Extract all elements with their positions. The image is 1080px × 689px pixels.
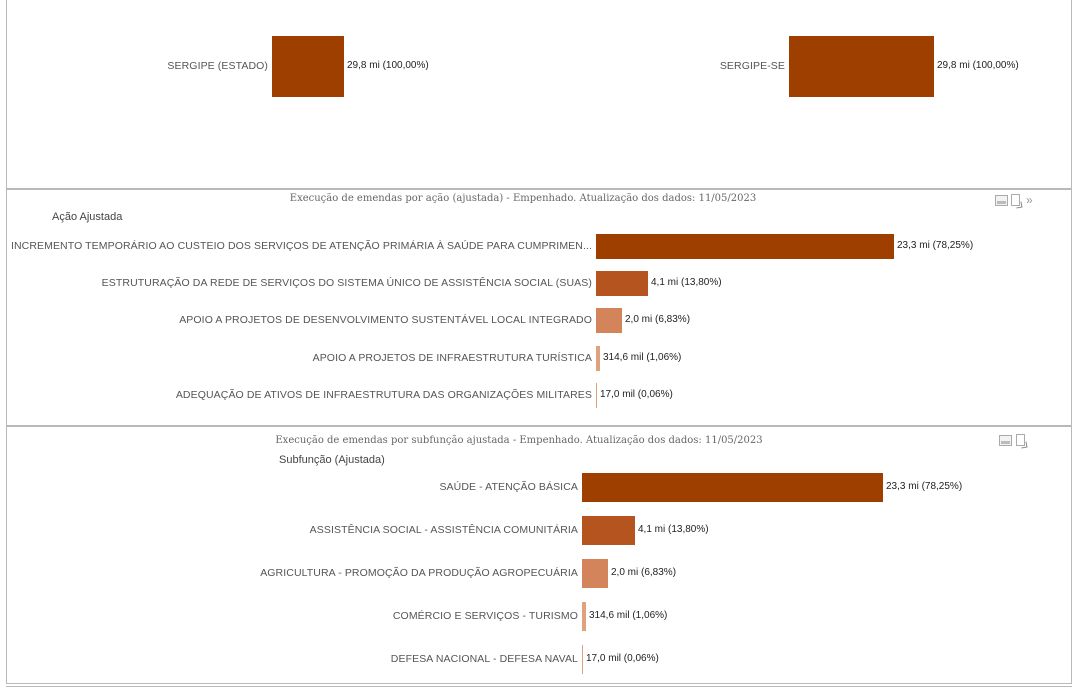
bar-value-label: 314,6 mil (1,06%) (603, 351, 682, 363)
bar-value-label: 4,1 mi (13,80%) (651, 276, 722, 288)
bar[interactable] (582, 602, 586, 631)
bar[interactable] (789, 36, 934, 97)
category-label: SAÚDE - ATENÇÃO BÁSICA (439, 480, 578, 493)
bar-value-label: 2,0 mi (6,83%) (611, 566, 677, 578)
bar[interactable] (596, 346, 600, 371)
category-label: SERGIPE-SE (719, 59, 785, 72)
subfuncao-axis-title: Subfunção (Ajustada) (279, 454, 385, 466)
bar[interactable] (582, 559, 608, 588)
bar-value-label: 4,1 mi (13,80%) (638, 523, 709, 535)
print-icon[interactable] (995, 195, 1008, 206)
bar-value-label: 17,0 mil (0,06%) (586, 652, 659, 664)
print-icon[interactable] (999, 435, 1012, 446)
more-icon[interactable]: » (1026, 193, 1033, 207)
category-label: ESTRUTURAÇÃO DA REDE DE SERVIÇOS DO SIST… (101, 276, 592, 289)
bar[interactable] (596, 234, 894, 259)
category-label: DEFESA NACIONAL - DEFESA NAVAL (390, 652, 578, 665)
bar-value-label: 23,3 mi (78,25%) (897, 239, 974, 251)
bar[interactable] (582, 473, 883, 502)
category-label: AGRICULTURA - PROMOÇÃO DA PRODUÇÃO AGROP… (260, 566, 578, 579)
acao-axis-title: Ação Ajustada (52, 211, 123, 223)
category-label: ADEQUAÇÃO DE ATIVOS DE INFRAESTRUTURA DA… (175, 388, 592, 401)
bar-value-label: 17,0 mil (0,06%) (600, 388, 673, 400)
subfuncao-chart-panel (6, 426, 1072, 684)
subfuncao-chart-title: Execução de emendas por subfunção ajusta… (275, 435, 763, 446)
category-label: SERGIPE (ESTADO) (167, 59, 268, 72)
category-label: APOIO A PROJETOS DE INFRAESTRUTURA TURÍS… (312, 351, 592, 364)
category-label: ASSISTÊNCIA SOCIAL - ASSISTÊNCIA COMUNIT… (309, 523, 578, 536)
export-icon[interactable] (1011, 194, 1020, 206)
bar-value-label: 29,8 mi (100,00%) (937, 59, 1019, 71)
bottom-divider (6, 683, 1072, 687)
bar[interactable] (596, 308, 622, 333)
acao-chart-title: Execução de emendas por ação (ajustada) … (289, 193, 757, 204)
bar[interactable] (596, 383, 597, 408)
export-icon[interactable] (1016, 434, 1025, 446)
bar[interactable] (582, 516, 635, 545)
category-label: COMÉRCIO E SERVIÇOS - TURISMO (392, 609, 578, 622)
category-label: APOIO A PROJETOS DE DESENVOLVIMENTO SUST… (179, 313, 592, 326)
bar[interactable] (596, 271, 648, 296)
bar-value-label: 29,8 mi (100,00%) (347, 59, 429, 71)
bar-value-label: 314,6 mil (1,06%) (589, 609, 668, 621)
bar[interactable] (272, 36, 344, 97)
bar[interactable] (582, 645, 583, 674)
acao-chart-panel (6, 189, 1072, 426)
category-label: INCREMENTO TEMPORÁRIO AO CUSTEIO DOS SER… (10, 239, 592, 252)
bar-value-label: 23,3 mi (78,25%) (886, 480, 963, 492)
bar-value-label: 2,0 mi (6,83%) (625, 313, 691, 325)
